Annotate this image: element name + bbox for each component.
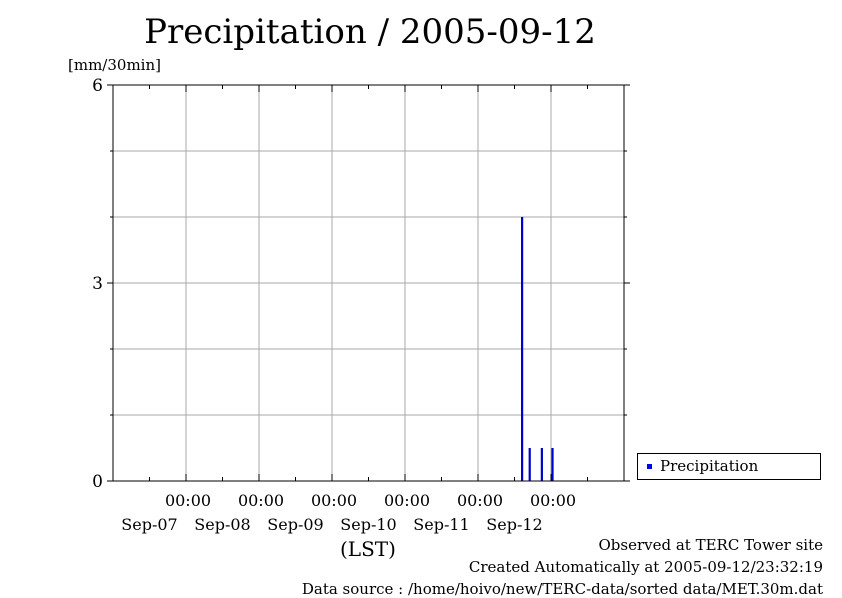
x-tick-time-label: 00:00 xyxy=(238,491,284,510)
x-tick-date-label: Sep-10 xyxy=(340,515,396,534)
chart-title: Precipitation / 2005-09-12 xyxy=(144,12,596,52)
grid-layer xyxy=(113,85,624,481)
x-tick-time-label: 00:00 xyxy=(457,491,503,510)
legend: Precipitation xyxy=(637,453,821,480)
legend-swatch xyxy=(647,464,652,469)
footer-site-note: Observed at TERC Tower site xyxy=(598,536,823,554)
x-tick-time-label: 00:00 xyxy=(384,491,430,510)
y-tick-label: 3 xyxy=(92,274,103,294)
x-tick-date-label: Sep-07 xyxy=(121,515,177,534)
y-tick-label: 6 xyxy=(92,76,103,96)
footer-created-note: Created Automatically at 2005-09-12/23:3… xyxy=(468,558,823,576)
y-tick-label: 0 xyxy=(92,472,103,492)
x-tick-date-label: Sep-08 xyxy=(194,515,250,534)
x-tick-time-label: 00:00 xyxy=(530,491,576,510)
y-axis-unit-label: [mm/30min] xyxy=(68,56,161,74)
x-tick-time-label: 00:00 xyxy=(311,491,357,510)
x-tick-time-label: 00:00 xyxy=(165,491,211,510)
axis-ticks-layer xyxy=(107,84,630,482)
footer-data-source: Data source : /home/hoivo/new/TERC-data/… xyxy=(301,580,823,598)
x-tick-date-label: Sep-11 xyxy=(413,515,469,534)
legend-label: Precipitation xyxy=(660,457,759,475)
x-axis-label: (LST) xyxy=(340,537,396,561)
axis-labels-layer: 0 3 6 00:00 Sep-07 00:00 Sep-08 00:00 Sep-09 00:0… xyxy=(92,76,576,534)
precipitation-bars xyxy=(113,217,624,482)
x-tick-date-label: Sep-09 xyxy=(267,515,323,534)
x-tick-date-label: Sep-12 xyxy=(486,515,542,534)
